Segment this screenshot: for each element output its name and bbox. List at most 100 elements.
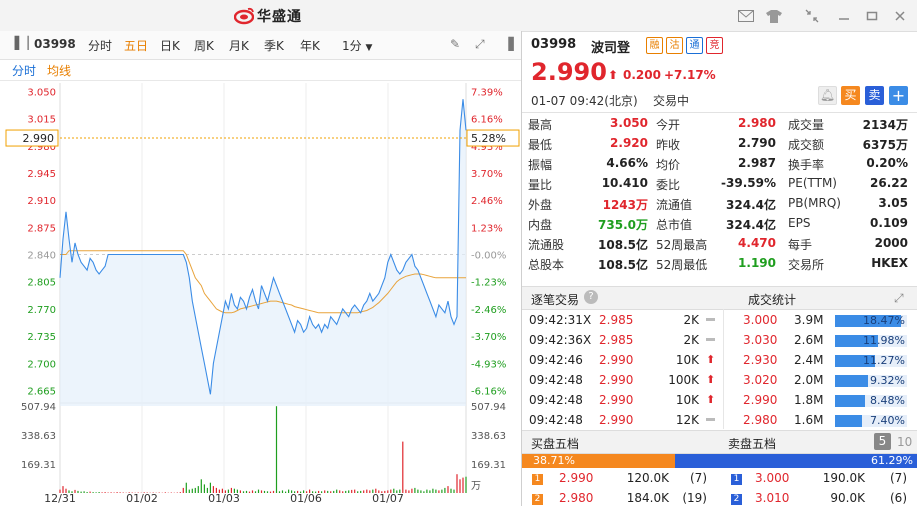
add-watchlist-button[interactable]: + — [889, 86, 908, 105]
volume-bar — [261, 490, 262, 493]
stats-volume: 1.6M — [794, 413, 823, 427]
volume-bar — [348, 490, 349, 493]
volume-bar — [183, 488, 184, 493]
ask-level: 1 — [731, 474, 742, 485]
help-icon[interactable]: ? — [584, 290, 598, 304]
quote-label: 成交额 — [788, 136, 824, 153]
volume-bar — [465, 477, 466, 493]
buy-button[interactable]: 买 — [841, 86, 860, 105]
volume-bar — [114, 493, 115, 494]
tick-row: 09:42:48 2.990 10K ⬆ — [522, 390, 722, 410]
badge-short: 沽 — [666, 37, 683, 54]
stats-price: 2.980 — [743, 413, 777, 427]
quote-value: 10.410 — [602, 176, 648, 190]
stats-pct: 9.32% — [870, 374, 905, 387]
expand-stats-icon[interactable]: ⤢ — [894, 291, 904, 306]
pct-tick-label: 1.23% — [471, 223, 503, 234]
quote-value: 735.0万 — [598, 216, 648, 233]
price-tick-label: 3.015 — [27, 115, 56, 126]
level-10-button[interactable]: 10 — [897, 435, 912, 449]
quote-label: 52周最高 — [656, 236, 707, 253]
quote-panel: 03998 波司登 融 沽 通 竞 2.990 ⬆ 0.200 +7.17% 0… — [522, 31, 917, 506]
volume-bar — [87, 492, 88, 493]
ask-volume: 90.0K — [830, 491, 865, 505]
price-tick-label: 2.735 — [27, 332, 56, 343]
tick-volume: 10K — [676, 393, 699, 407]
stats-volume: 2.6M — [794, 333, 823, 347]
volume-bar — [120, 492, 121, 493]
mail-icon[interactable] — [736, 6, 756, 26]
volume-bar — [267, 491, 268, 493]
volume-bar — [201, 479, 202, 493]
volume-bar — [123, 493, 124, 494]
tick-volume: 2K — [683, 333, 699, 347]
volume-bar — [77, 491, 78, 493]
title-bar: 华盛通 — [0, 0, 917, 32]
quote-label: 内盘 — [528, 216, 552, 233]
volume-bar — [249, 492, 250, 493]
volume-bar — [414, 488, 415, 493]
volume-bar — [288, 490, 289, 493]
price-tick-label: 2.945 — [27, 169, 56, 180]
maximize-icon[interactable] — [862, 6, 882, 26]
volume-bar — [258, 490, 259, 493]
up-arrow-icon: ⬆ — [706, 373, 715, 386]
quote-label: 委比 — [656, 176, 680, 193]
volume-bar — [420, 490, 421, 493]
volume-tick-label: 507.94 — [21, 402, 56, 413]
pct-tick-label: 3.70% — [471, 169, 503, 180]
pct-tick-label: -3.70% — [471, 332, 506, 343]
quote-value: 2.980 — [738, 116, 776, 130]
volume-tick-label-right: 507.94 — [471, 402, 506, 413]
volume-bar — [279, 491, 280, 493]
ask-count: (6) — [890, 491, 907, 505]
volume-bar — [339, 490, 340, 493]
volume-tick-label-right: 169.31 — [471, 460, 506, 471]
volume-tick-label: 169.31 — [21, 460, 56, 471]
volume-bar — [81, 492, 82, 493]
ask-count: (7) — [890, 471, 907, 485]
volume-bar — [453, 490, 454, 493]
price-tick-label: 2.805 — [27, 278, 56, 289]
orderbook-row: 1 2.990 120.0K (7) 1 3.000 190.0K (7) — [522, 469, 917, 489]
sell-button[interactable]: 卖 — [865, 86, 884, 105]
shrink-icon[interactable] — [802, 6, 822, 26]
tick-price: 2.990 — [599, 393, 633, 407]
stats-price: 3.000 — [743, 313, 777, 327]
volume-bar — [270, 492, 271, 493]
volume-bar — [180, 492, 181, 493]
volume-bar — [165, 492, 166, 493]
badge-auction: 竞 — [706, 37, 723, 54]
volume-bar — [252, 490, 253, 493]
price-change-pct: +7.17% — [664, 68, 716, 82]
volume-bar — [429, 490, 430, 493]
price-tick-label: 2.910 — [27, 196, 56, 207]
pct-tick-label: -0.00% — [471, 251, 506, 262]
bid-price: 2.980 — [559, 491, 593, 505]
quote-value: 6375万 — [863, 136, 908, 153]
tick-volume: 100K — [668, 373, 699, 387]
quote-label: 总市值 — [656, 216, 692, 233]
tick-price: 2.990 — [599, 353, 633, 367]
volume-bar — [273, 491, 274, 493]
close-icon[interactable] — [890, 6, 910, 26]
tick-row: 09:42:36 X 2.985 2K — [522, 330, 722, 350]
ticks-header: 逐笔交易 ? 成交统计 ⤢ — [522, 286, 917, 310]
stats-price: 3.030 — [743, 333, 777, 347]
price-tick-label: 2.700 — [27, 359, 56, 370]
skin-icon[interactable] — [764, 6, 784, 26]
quote-label: 振幅 — [528, 156, 552, 173]
quote-label: 今开 — [656, 116, 680, 133]
tick-volume: 2K — [683, 313, 699, 327]
ask-price: 3.010 — [755, 491, 789, 505]
level-5-button[interactable]: 5 — [874, 433, 891, 450]
price-tick-label: 2.770 — [27, 305, 56, 316]
alert-bell-icon[interactable]: 🔔︎ — [818, 86, 837, 105]
quote-value: 4.470 — [738, 236, 776, 250]
minimize-icon[interactable] — [834, 6, 854, 26]
tick-price: 2.985 — [599, 333, 633, 347]
volume-bar — [96, 492, 97, 493]
